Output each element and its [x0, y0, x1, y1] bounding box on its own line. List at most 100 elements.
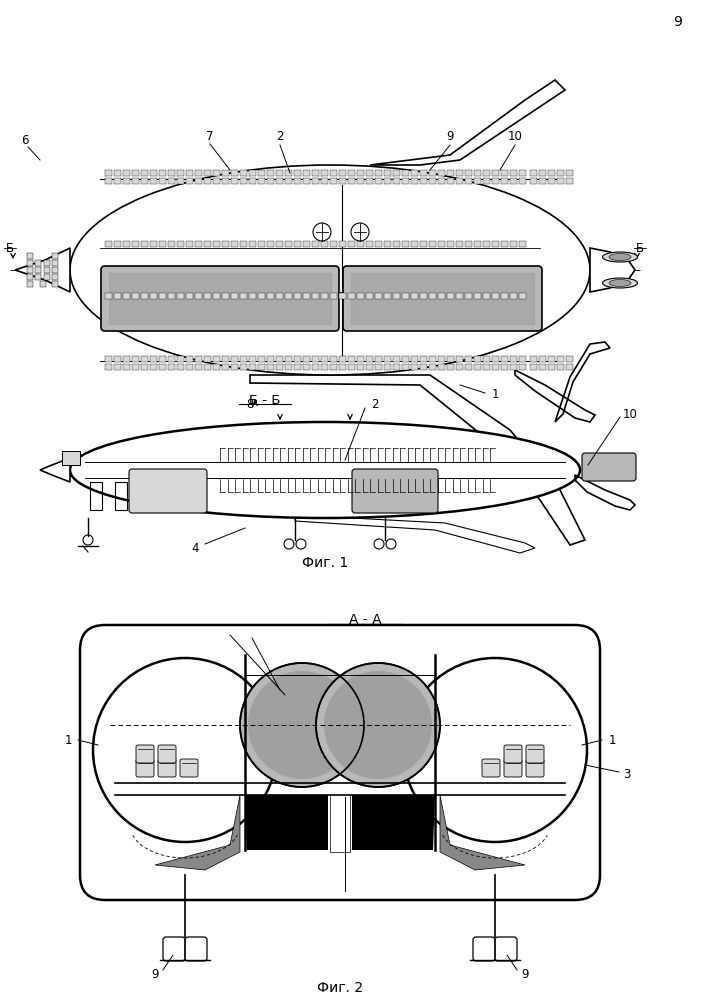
Bar [357, 293, 364, 299]
Bar [249, 364, 256, 370]
Bar [510, 178, 517, 184]
Bar [393, 356, 400, 362]
Circle shape [240, 663, 364, 787]
Bar [357, 356, 364, 362]
Bar [519, 293, 526, 299]
Bar [557, 170, 564, 176]
Bar [231, 241, 238, 247]
Ellipse shape [70, 165, 590, 375]
Bar [411, 293, 418, 299]
Polygon shape [155, 795, 240, 870]
Polygon shape [440, 795, 525, 870]
Polygon shape [245, 795, 328, 850]
Bar [186, 293, 193, 299]
Bar [321, 293, 328, 299]
Bar [294, 241, 301, 247]
Text: 7: 7 [206, 130, 214, 143]
FancyBboxPatch shape [504, 745, 522, 763]
Bar [483, 356, 490, 362]
Text: А - А: А - А [349, 613, 381, 627]
Bar [114, 364, 121, 370]
FancyBboxPatch shape [158, 745, 176, 763]
Bar [222, 170, 229, 176]
Bar [375, 170, 382, 176]
Bar [294, 178, 301, 184]
Bar [438, 356, 445, 362]
Bar [240, 178, 247, 184]
Bar [52, 253, 58, 259]
Bar [492, 241, 499, 247]
Bar [402, 356, 409, 362]
Bar [312, 241, 319, 247]
Bar [330, 795, 350, 852]
Bar [168, 178, 175, 184]
Bar [44, 260, 49, 266]
Bar [348, 356, 355, 362]
Bar [249, 170, 256, 176]
Ellipse shape [609, 279, 631, 286]
Bar [132, 241, 139, 247]
Bar [150, 170, 157, 176]
Bar [44, 267, 49, 273]
Bar [276, 241, 283, 247]
Polygon shape [15, 248, 70, 292]
Text: Б: Б [6, 241, 14, 254]
Bar [357, 241, 364, 247]
Bar [168, 170, 175, 176]
Text: А: А [276, 426, 284, 440]
Bar [213, 364, 220, 370]
Bar [384, 178, 391, 184]
Bar [168, 241, 175, 247]
Bar [141, 241, 148, 247]
Bar [222, 356, 229, 362]
Bar [539, 170, 546, 176]
Bar [186, 364, 193, 370]
Bar [249, 178, 256, 184]
Bar [150, 293, 157, 299]
FancyBboxPatch shape [158, 759, 176, 777]
Bar [249, 356, 256, 362]
Bar [105, 178, 112, 184]
Bar [27, 281, 33, 287]
Bar [519, 241, 526, 247]
Bar [195, 170, 202, 176]
Bar [510, 356, 517, 362]
Bar [366, 356, 373, 362]
Bar [393, 293, 400, 299]
Bar [159, 178, 166, 184]
Bar [366, 178, 373, 184]
Ellipse shape [602, 252, 638, 262]
FancyBboxPatch shape [136, 759, 154, 777]
Bar [429, 170, 436, 176]
Bar [456, 364, 463, 370]
Polygon shape [40, 458, 70, 482]
Bar [159, 364, 166, 370]
Bar [105, 364, 112, 370]
Bar [186, 356, 193, 362]
FancyBboxPatch shape [504, 759, 522, 777]
Bar [114, 293, 121, 299]
Text: 8: 8 [246, 398, 254, 412]
Bar [566, 356, 573, 362]
Bar [483, 364, 490, 370]
Bar [384, 241, 391, 247]
Bar [141, 356, 148, 362]
Bar [402, 178, 409, 184]
Bar [114, 170, 121, 176]
Polygon shape [295, 515, 535, 553]
Bar [52, 260, 58, 266]
Bar [123, 170, 130, 176]
Bar [303, 170, 310, 176]
Bar [465, 356, 472, 362]
Bar [258, 178, 265, 184]
Bar [195, 293, 202, 299]
FancyBboxPatch shape [526, 759, 544, 777]
Bar [519, 364, 526, 370]
Bar [357, 364, 364, 370]
Bar [566, 364, 573, 370]
Bar [240, 170, 247, 176]
Polygon shape [352, 795, 435, 850]
Bar [159, 170, 166, 176]
Bar [249, 293, 256, 299]
Bar [366, 241, 373, 247]
